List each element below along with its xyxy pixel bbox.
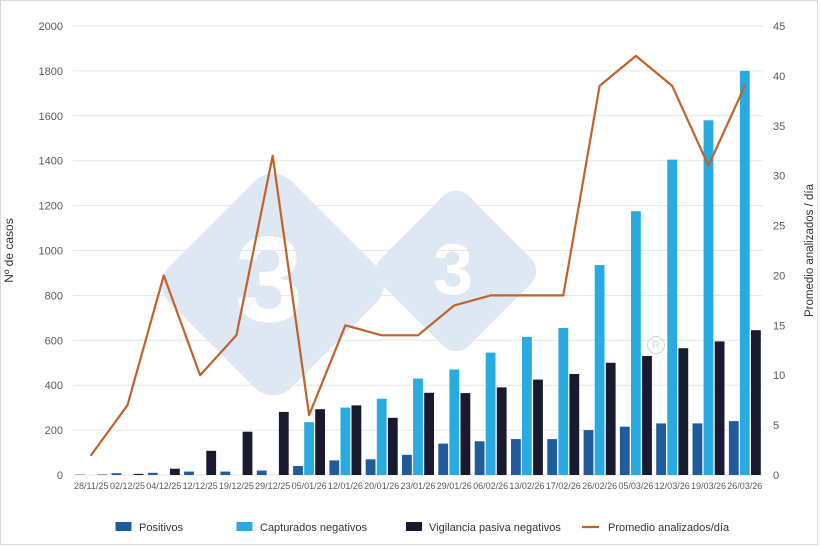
svg-text:13/02/26: 13/02/26 <box>509 481 544 491</box>
svg-text:25: 25 <box>773 221 785 233</box>
svg-text:3: 3 <box>433 230 473 310</box>
svg-text:1600: 1600 <box>39 111 63 123</box>
svg-text:40: 40 <box>773 71 785 83</box>
svg-text:12/12/25: 12/12/25 <box>183 481 218 491</box>
svg-text:19/03/26: 19/03/26 <box>691 481 726 491</box>
svg-text:17/02/26: 17/02/26 <box>546 481 581 491</box>
svg-text:1800: 1800 <box>39 66 63 78</box>
svg-text:Vigilancia pasiva negativos: Vigilancia pasiva negativos <box>429 522 561 534</box>
svg-text:35: 35 <box>773 121 785 133</box>
svg-text:04/12/25: 04/12/25 <box>146 481 181 491</box>
svg-text:29/12/25: 29/12/25 <box>255 481 290 491</box>
svg-text:26/02/26: 26/02/26 <box>582 481 617 491</box>
svg-text:Positivos: Positivos <box>139 522 184 534</box>
svg-text:15: 15 <box>773 320 785 332</box>
svg-text:200: 200 <box>45 425 63 437</box>
svg-text:26/03/26: 26/03/26 <box>727 481 762 491</box>
svg-text:12/01/26: 12/01/26 <box>328 481 363 491</box>
svg-text:02/12/25: 02/12/25 <box>110 481 145 491</box>
svg-text:19/12/25: 19/12/25 <box>219 481 254 491</box>
svg-text:30: 30 <box>773 171 785 183</box>
svg-text:600: 600 <box>45 335 63 347</box>
svg-text:Nº de casos: Nº de casos <box>2 218 16 282</box>
svg-text:05/01/26: 05/01/26 <box>292 481 327 491</box>
svg-text:1200: 1200 <box>39 201 63 213</box>
svg-text:0: 0 <box>57 470 63 482</box>
svg-text:20/01/26: 20/01/26 <box>364 481 399 491</box>
svg-text:1000: 1000 <box>39 246 63 258</box>
svg-text:2000: 2000 <box>39 21 63 33</box>
svg-text:23/01/26: 23/01/26 <box>400 481 435 491</box>
svg-text:06/02/26: 06/02/26 <box>473 481 508 491</box>
svg-text:10: 10 <box>773 370 785 382</box>
svg-text:28/11/25: 28/11/25 <box>74 481 108 491</box>
svg-text:Capturados negativos: Capturados negativos <box>260 522 368 534</box>
svg-text:05/03/26: 05/03/26 <box>618 481 653 491</box>
svg-text:20: 20 <box>773 270 785 282</box>
svg-text:3: 3 <box>235 211 303 347</box>
svg-text:400: 400 <box>45 380 63 392</box>
svg-text:Promedio analizados / día: Promedio analizados / día <box>804 183 816 317</box>
svg-text:R: R <box>652 341 659 352</box>
svg-text:29/01/26: 29/01/26 <box>437 481 472 491</box>
svg-text:800: 800 <box>45 290 63 302</box>
svg-text:1400: 1400 <box>39 156 63 168</box>
svg-text:Promedio analizados/día: Promedio analizados/día <box>608 522 730 534</box>
svg-text:12/03/26: 12/03/26 <box>655 481 690 491</box>
svg-text:0: 0 <box>773 470 779 482</box>
svg-text:45: 45 <box>773 21 785 33</box>
svg-text:5: 5 <box>773 420 779 432</box>
